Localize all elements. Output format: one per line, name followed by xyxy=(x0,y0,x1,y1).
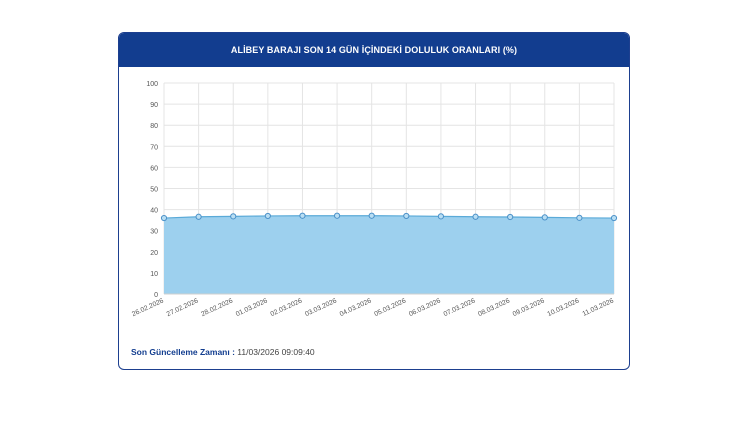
y-tick-label: 10 xyxy=(150,271,158,278)
x-tick-label: 07.03.2026 xyxy=(443,297,477,318)
data-point xyxy=(230,213,237,220)
y-tick-label: 40 xyxy=(150,208,158,215)
x-tick-label: 02.03.2026 xyxy=(270,297,304,318)
data-point xyxy=(299,212,306,219)
data-point xyxy=(576,214,583,221)
y-tick-label: 30 xyxy=(150,229,158,236)
data-point xyxy=(264,212,271,220)
last-update-value: 11/03/2026 09:09:40 xyxy=(237,347,315,357)
x-tick-label: 09.03.2026 xyxy=(512,297,546,318)
data-point xyxy=(160,214,168,222)
chart-area: 0 10 20 30 40 50 60 70 80 90 100 26.02.2026 27.02.20… xyxy=(119,67,629,357)
y-tick-label: 90 xyxy=(150,102,158,109)
data-point xyxy=(437,213,445,220)
y-tick-label: 80 xyxy=(150,123,158,130)
x-tick-label: 26.02.2026 xyxy=(131,297,165,318)
x-tick-label: 11.03.2026 xyxy=(582,297,616,318)
last-update-label: Son Güncelleme Zamanı : xyxy=(131,347,235,357)
x-tick-label: 04.03.2026 xyxy=(339,297,373,318)
x-tick-label: 08.03.2026 xyxy=(477,297,511,318)
y-tick-label: 100 xyxy=(146,81,158,88)
series-area xyxy=(164,215,614,294)
fill-rate-chart: 0 10 20 30 40 50 60 70 80 90 100 26.02.2026 27.02.20… xyxy=(131,81,618,318)
data-point xyxy=(368,212,375,219)
x-tick-label: 27.02.2026 xyxy=(166,297,200,318)
y-tick-label: 20 xyxy=(150,250,158,257)
data-point xyxy=(472,213,479,220)
x-tick-label: 10.03.2026 xyxy=(546,297,580,318)
y-tick-label: 60 xyxy=(150,165,158,172)
data-point xyxy=(403,212,410,220)
y-tick-label: 70 xyxy=(150,144,158,151)
x-tick-label: 03.03.2026 xyxy=(304,297,338,318)
x-tick-label: 05.03.2026 xyxy=(373,297,407,318)
data-point xyxy=(195,213,202,220)
chart-title: ALİBEY BARAJI SON 14 GÜN İÇİNDEKİ DOLULU… xyxy=(119,33,629,67)
x-tick-label: 01.03.2026 xyxy=(235,297,269,318)
chart-card: ALİBEY BARAJI SON 14 GÜN İÇİNDEKİ DOLULU… xyxy=(118,32,630,370)
series-line xyxy=(163,215,615,219)
data-point xyxy=(541,214,548,221)
x-tick-label: 06.03.2026 xyxy=(408,297,442,318)
y-tick-label: 0 xyxy=(154,292,158,299)
data-point xyxy=(610,214,618,222)
data-point xyxy=(333,212,341,219)
x-tick-label: 28.02.2026 xyxy=(200,297,234,318)
last-update: Son Güncelleme Zamanı : 11/03/2026 09:09… xyxy=(131,347,315,357)
y-tick-label: 50 xyxy=(150,187,158,194)
data-point xyxy=(507,213,514,221)
